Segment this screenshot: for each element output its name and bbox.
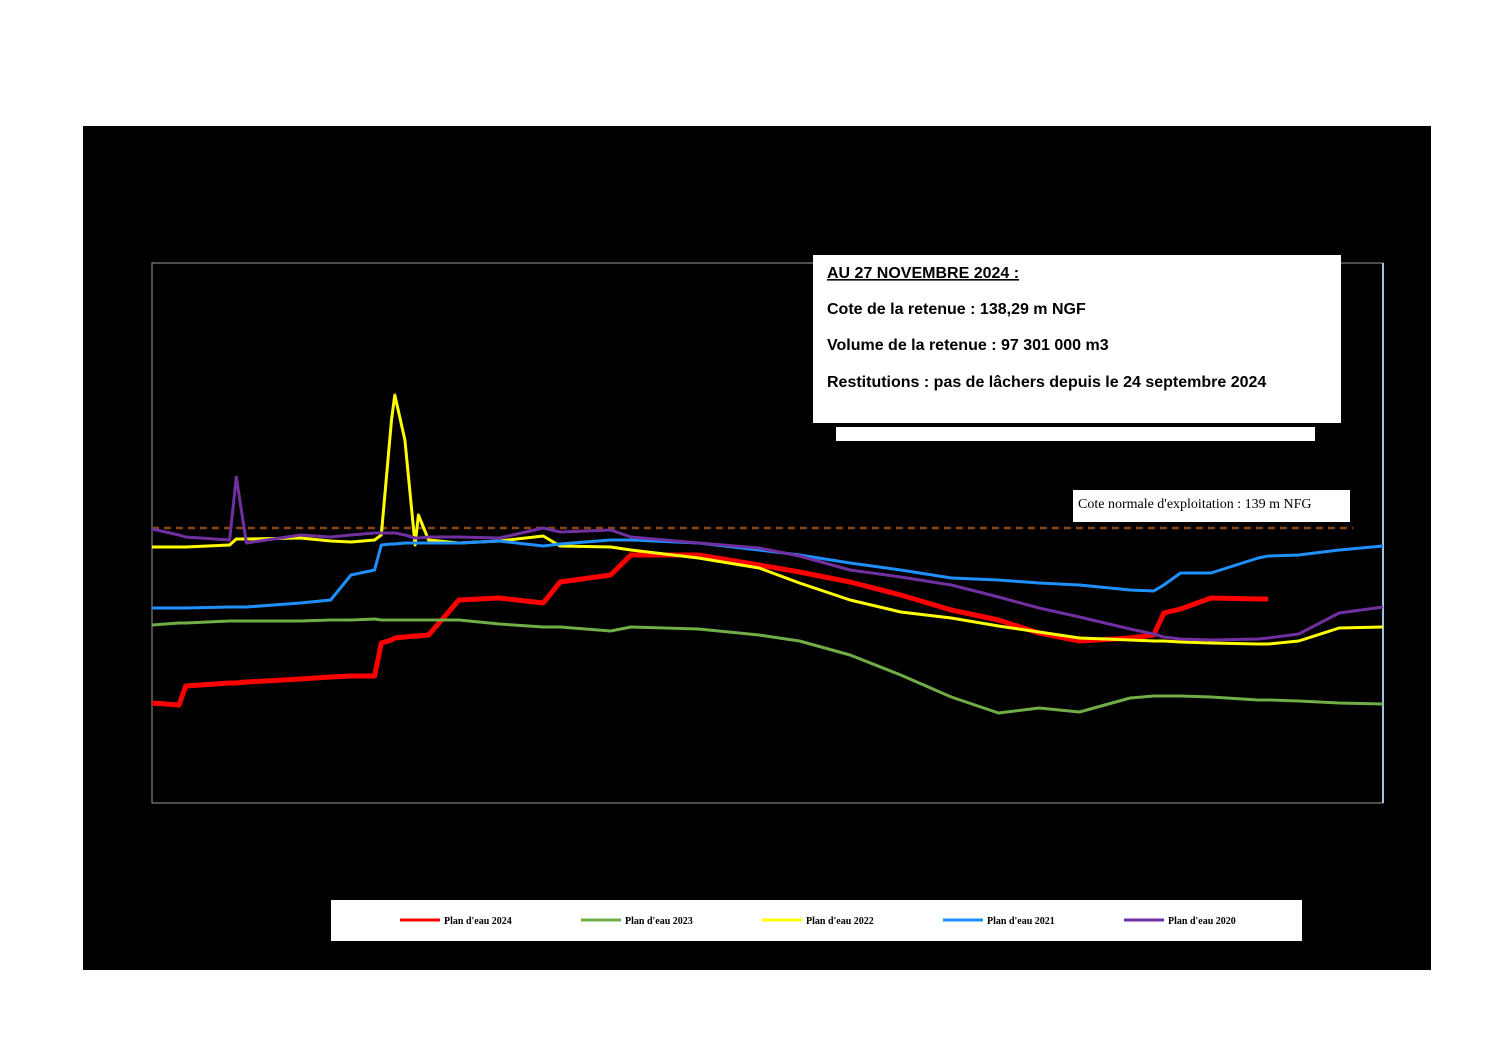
series-line (152, 393, 1384, 646)
info-line: Restitutions : pas de lâchers depuis le … (827, 374, 1266, 391)
reference-label-box (1073, 490, 1350, 522)
info-line: Cote de la retenue : 138,29 m NGF (827, 301, 1086, 318)
info-heading: AU 27 NOVEMBRE 2024 : (827, 265, 1019, 282)
reference-label: Cote normale d'exploitation : 139 m NFG (1078, 497, 1312, 512)
info-box (813, 255, 1341, 423)
series-line (152, 538, 1384, 610)
legend-label: Plan d'eau 2024 (444, 916, 512, 927)
info-strip (836, 427, 1315, 441)
legend-label: Plan d'eau 2023 (625, 916, 693, 927)
legend-entries: Plan d'eau 2024 Plan d'eau 2023 Plan d'eau… (400, 916, 1236, 927)
legend-label: Plan d'eau 2021 (987, 916, 1055, 927)
series-line (151, 617, 1384, 715)
legend-label: Plan d'eau 2022 (806, 916, 874, 927)
series-line (151, 475, 1384, 642)
info-line: Volume de la retenue : 97 301 000 m3 (827, 337, 1109, 354)
legend-label: Plan d'eau 2020 (1168, 916, 1236, 927)
plot-area (151, 393, 1384, 715)
